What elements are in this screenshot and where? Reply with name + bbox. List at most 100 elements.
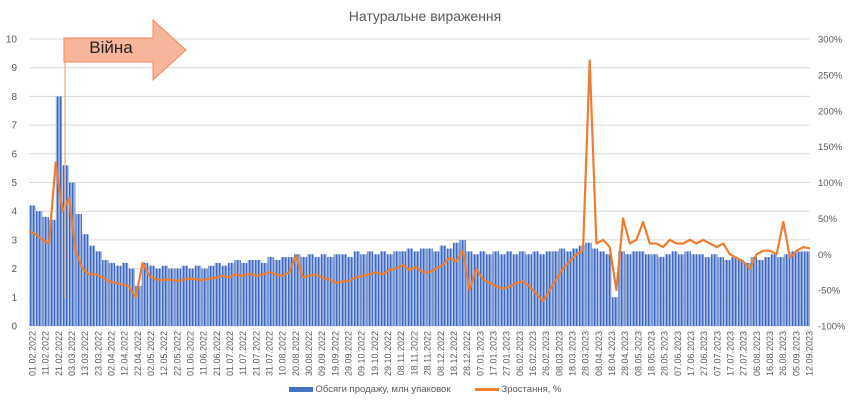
x-tick-label: 27.01.2023 — [502, 331, 512, 376]
x-tick-label: 19.10.2022 — [370, 331, 380, 376]
bar — [102, 259, 109, 326]
x-tick-label: 01.07.2022 — [225, 331, 235, 376]
x-tick-label: 17.07.2023 — [725, 331, 735, 376]
legend-label: Зростання, % — [501, 384, 562, 395]
x-tick-label: 08.05.2023 — [633, 331, 643, 376]
bar — [88, 245, 96, 326]
x-tick-label: 18.03.2023 — [567, 331, 577, 376]
war-annotation — [63, 18, 187, 298]
bar — [221, 265, 228, 326]
bar — [472, 254, 480, 326]
bar — [307, 254, 314, 326]
legend-item-growth: Зростання, % — [474, 384, 562, 395]
bar — [346, 257, 354, 326]
bar — [803, 251, 810, 326]
x-tick-label: 16.08.2023 — [765, 331, 775, 376]
bar — [121, 262, 129, 326]
war-arrow-icon — [63, 18, 187, 82]
x-tick-label: 28.04.2023 — [620, 331, 630, 376]
y-right-tick-label: 100% — [818, 178, 843, 189]
x-tick-label: 18.12.2022 — [449, 331, 459, 376]
bar — [274, 259, 281, 326]
y-right-tick-label: -50% — [818, 286, 841, 297]
x-tick-label: 28.03.2023 — [581, 331, 591, 376]
x-tick-label: 12.09.2023 — [805, 331, 815, 376]
x-tick-label: 28.05.2023 — [660, 331, 670, 376]
bar — [135, 285, 142, 326]
y-left-tick-label: 6 — [11, 149, 17, 160]
bar — [439, 245, 446, 326]
x-tick-label: 28.12.2022 — [462, 331, 472, 376]
x-tick-label: 21.07.2022 — [251, 331, 261, 376]
bar — [585, 242, 592, 326]
y-right-tick-label: 150% — [818, 142, 843, 153]
bar — [55, 96, 63, 327]
bar — [141, 262, 149, 326]
bar — [313, 257, 321, 326]
bar — [777, 257, 784, 326]
bar — [624, 254, 632, 326]
x-tick-label: 28.11.2022 — [423, 331, 433, 375]
x-tick-label: 08.04.2023 — [594, 331, 604, 376]
bar — [168, 268, 175, 326]
bar — [677, 254, 685, 326]
bar — [181, 265, 188, 326]
bar — [399, 251, 407, 326]
y-left-tick-label: 3 — [11, 235, 17, 246]
x-tick-label: 13.03.2022 — [80, 331, 90, 376]
bar — [618, 251, 625, 326]
bar — [155, 268, 162, 326]
y-right-tick-label: 0% — [818, 250, 832, 261]
bar — [115, 265, 122, 326]
bar — [691, 254, 698, 326]
legend: Обсяги продажу, млн упаковок Зростання, … — [0, 384, 850, 395]
bar — [697, 254, 705, 326]
bar — [108, 262, 116, 326]
y-left-tick-label: 5 — [11, 178, 17, 189]
bar — [558, 248, 566, 326]
bar — [69, 182, 76, 326]
bar — [452, 242, 460, 326]
bar — [327, 257, 334, 326]
x-tick-label: 09.10.2022 — [357, 331, 367, 376]
bar — [234, 259, 241, 326]
bar — [519, 251, 526, 326]
y-right-tick-label: 200% — [818, 106, 843, 117]
bar — [664, 254, 672, 326]
y-left-tick-label: 8 — [11, 92, 17, 103]
x-tick-label: 29.10.2022 — [383, 331, 393, 376]
bar — [419, 248, 427, 326]
x-tick-label: 10.08.2022 — [278, 331, 288, 376]
bar — [750, 257, 758, 326]
x-tick-label: 18.05.2023 — [646, 331, 656, 376]
bar — [459, 239, 466, 326]
x-tick-label: 09.09.2022 — [317, 331, 327, 376]
x-tick-label: 20.08.2022 — [291, 331, 301, 376]
bar — [433, 251, 440, 326]
bar — [770, 254, 777, 326]
bar — [797, 251, 804, 326]
x-tick-label: 08.03.2023 — [554, 331, 564, 376]
x-tick-label: 07.06.2023 — [673, 331, 683, 376]
bar — [254, 259, 261, 326]
bar — [373, 254, 380, 326]
y-right-tick-label: 50% — [818, 214, 838, 225]
bar — [208, 265, 215, 326]
x-tick-label: 07.01.2023 — [475, 331, 485, 376]
x-tick-label: 22.05.2022 — [172, 331, 182, 376]
bar — [790, 251, 797, 326]
y-left-tick-label: 1 — [11, 293, 17, 304]
bar — [631, 251, 638, 326]
bar — [380, 251, 387, 326]
bar — [406, 248, 413, 326]
bar — [783, 254, 791, 326]
x-tick-label: 07.07.2023 — [712, 331, 722, 376]
bar — [287, 257, 294, 326]
x-tick-label: 17.06.2023 — [686, 331, 696, 376]
bar — [651, 254, 658, 326]
bar — [393, 251, 400, 326]
bar — [340, 254, 347, 326]
bar — [552, 251, 559, 326]
bar — [611, 297, 619, 326]
